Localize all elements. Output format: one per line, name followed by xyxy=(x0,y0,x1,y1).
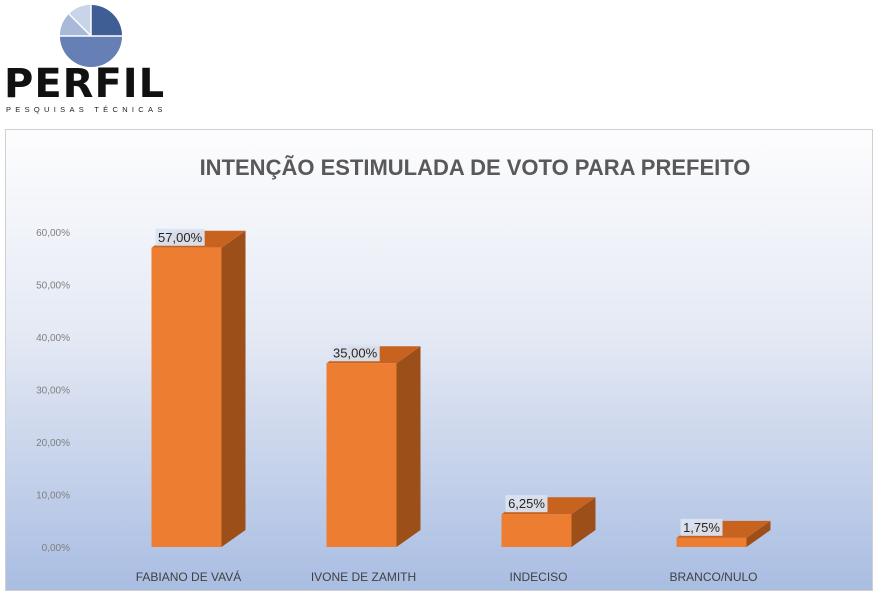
data-label-box xyxy=(155,228,205,246)
y-tick-label: 0,00% xyxy=(42,543,70,554)
chart-area xyxy=(5,129,873,591)
bar-side xyxy=(571,497,596,547)
bar-side xyxy=(396,346,421,547)
company-logo: PERFIL PESQUISAS TÉCNICAS xyxy=(4,4,180,116)
data-label-box xyxy=(680,518,723,536)
x-category-label: IVONE DE ZAMITH xyxy=(311,570,416,584)
x-category-label: BRANCO/NULO xyxy=(669,570,757,584)
data-label: 35,00% xyxy=(333,345,378,360)
data-label: 6,25% xyxy=(508,496,545,511)
chart-title: INTENÇÃO ESTIMULADA DE VOTO PARA PREFEIT… xyxy=(199,155,751,180)
data-label-box xyxy=(505,495,548,513)
brand-tagline: PESQUISAS TÉCNICAS xyxy=(6,105,167,114)
bar-front xyxy=(676,537,747,547)
x-category-label: FABIANO DE VAVÁ xyxy=(136,569,242,584)
bar-front xyxy=(501,514,572,547)
bar-front xyxy=(151,247,222,547)
y-tick-label: 50,00% xyxy=(36,281,70,292)
x-category-label: INDECISO xyxy=(509,570,567,584)
data-label: 57,00% xyxy=(158,230,203,245)
brand-name: PERFIL xyxy=(4,61,166,107)
y-tick-label: 40,00% xyxy=(36,333,70,344)
y-tick-label: 30,00% xyxy=(36,386,70,397)
data-label: 1,75% xyxy=(683,520,720,535)
bar xyxy=(326,346,421,547)
pie-chart-logo-icon xyxy=(59,4,122,67)
bar-side xyxy=(221,230,246,547)
y-tick-label: 20,00% xyxy=(36,438,70,449)
data-label-box xyxy=(330,344,380,362)
bar-side xyxy=(746,520,771,547)
bar-front xyxy=(326,363,397,547)
y-tick-label: 10,00% xyxy=(36,491,70,502)
bar xyxy=(151,230,246,547)
y-tick-label: 60,00% xyxy=(36,228,70,239)
